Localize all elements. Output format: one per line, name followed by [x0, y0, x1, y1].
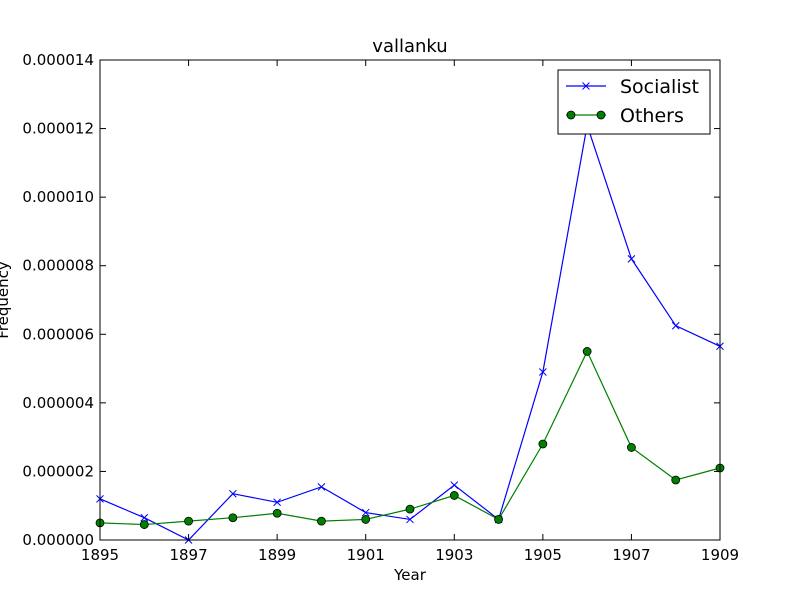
legend-frame: [557, 69, 711, 135]
data-point: [273, 498, 281, 507]
legend-marker: [566, 110, 576, 120]
data-point: [582, 347, 592, 356]
data-point: [228, 513, 238, 523]
data-point: [229, 489, 237, 498]
y-tick-label: 0.000014: [22, 51, 94, 69]
series-line: [99, 350, 721, 526]
y-tick-label: 0.000008: [22, 257, 94, 275]
data-point: [406, 515, 414, 524]
x-tick-label: 1897: [169, 546, 207, 564]
data-point: [671, 321, 680, 330]
data-point: [272, 508, 282, 518]
chart-title: vallanku: [372, 36, 447, 57]
data-point: [405, 504, 415, 514]
data-point: [361, 515, 371, 524]
y-axis-label: Frequency: [0, 261, 12, 339]
legend-label: Socialist: [620, 76, 699, 98]
x-tick-label: 1899: [258, 546, 296, 564]
x-tick-label: 1905: [524, 546, 562, 564]
data-point: [140, 513, 149, 522]
y-tick-label: 0.000004: [22, 394, 94, 412]
data-point: [184, 516, 193, 526]
data-point: [627, 255, 636, 263]
y-tick-label: 0.000006: [22, 325, 94, 343]
series-others: [95, 347, 725, 529]
x-tick-label: 1895: [81, 546, 119, 564]
data-point: [361, 508, 370, 517]
legend-label: Others: [620, 105, 684, 127]
legend: Socialist Others: [557, 69, 711, 135]
legend-marker: [596, 110, 606, 120]
x-axis-label: Year: [393, 566, 427, 584]
x-tick-label: 1907: [612, 546, 650, 564]
data-point: [538, 439, 548, 449]
x-tick-label: 1909: [701, 546, 739, 564]
data-point: [317, 483, 326, 491]
x-tick-label: 1903: [435, 546, 473, 564]
plot-frame: [99, 59, 721, 541]
data-point: [671, 475, 681, 485]
data-point: [139, 520, 149, 529]
legend-marker: [582, 82, 590, 90]
y-tick-label: 0.000002: [22, 462, 94, 480]
series-socialist: [96, 121, 724, 544]
ticks-layer: 1895 1897 1899 1901 1903 1905 1907 1909 0.000000…: [22, 51, 739, 564]
series-layer: [95, 121, 725, 544]
data-point: [317, 516, 326, 526]
y-tick-label: 0.000000: [22, 531, 94, 549]
data-point: [449, 491, 459, 500]
x-tick-label: 1901: [347, 546, 385, 564]
y-tick-label: 0.000010: [22, 188, 94, 206]
data-point: [494, 515, 503, 524]
y-tick-label: 0.000012: [22, 120, 94, 138]
series-line: [99, 124, 721, 541]
data-point: [627, 443, 636, 452]
data-point: [450, 481, 459, 489]
data-point: [539, 368, 547, 376]
